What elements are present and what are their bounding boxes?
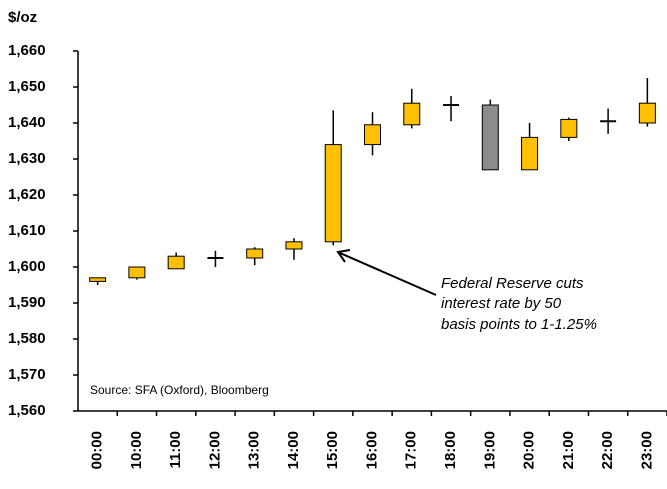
x-tick-label: 20:00 xyxy=(521,431,538,469)
y-tick-label: 1,640 xyxy=(8,114,46,131)
annotation: interest rate by 50 xyxy=(441,295,562,312)
y-tick-label: 1,590 xyxy=(8,294,46,311)
annotation-arrow xyxy=(339,252,437,296)
candle-body xyxy=(560,118,578,138)
y-tick-label: 1,650 xyxy=(8,78,46,95)
x-tick-label: 21:00 xyxy=(560,431,577,469)
x-tick-label: 14:00 xyxy=(285,431,302,469)
x-tick-label: 16:00 xyxy=(363,431,380,469)
x-tick-label: 23:00 xyxy=(638,431,655,469)
candle-body xyxy=(246,248,264,259)
annotation: Federal Reserve cuts xyxy=(441,275,584,292)
x-tick-label: 18:00 xyxy=(442,431,459,469)
x-tick-label: 13:00 xyxy=(246,431,263,469)
annotation-arrowhead xyxy=(336,249,351,263)
candle-body xyxy=(403,102,421,126)
candle-body xyxy=(324,144,342,243)
candle-body xyxy=(481,104,499,171)
x-tick-label: 11:00 xyxy=(167,431,184,469)
y-tick-label: 1,610 xyxy=(8,222,46,239)
x-tick-label: 10:00 xyxy=(128,431,145,469)
candle-body xyxy=(285,241,303,250)
candle-body xyxy=(521,136,539,171)
x-tick-label: 15:00 xyxy=(324,431,341,469)
y-tick-label: 1,630 xyxy=(8,150,46,167)
x-tick-label: 17:00 xyxy=(403,431,420,469)
candle-body xyxy=(128,266,146,279)
annotation: basis points to 1-1.25% xyxy=(441,316,597,333)
y-axis-label: $/oz xyxy=(8,9,37,26)
y-tick-label: 1,600 xyxy=(8,258,46,275)
y-tick-label: 1,620 xyxy=(8,186,46,203)
candle-body xyxy=(364,124,381,146)
x-tick-label: 19:00 xyxy=(481,431,498,469)
x-tick-label: 22:00 xyxy=(599,431,616,469)
x-tick-label: 00:00 xyxy=(89,431,106,469)
source-note: Source: SFA (Oxford), Bloomberg xyxy=(90,383,269,397)
y-tick-label: 1,580 xyxy=(8,330,46,347)
candle-body xyxy=(638,102,656,124)
x-tick-label: 12:00 xyxy=(206,431,223,469)
y-tick-label: 1,660 xyxy=(8,42,46,59)
candle-body xyxy=(89,277,107,282)
y-tick-label: 1,570 xyxy=(8,366,46,383)
candle-body xyxy=(167,255,185,270)
y-tick-label: 1,560 xyxy=(8,402,46,419)
